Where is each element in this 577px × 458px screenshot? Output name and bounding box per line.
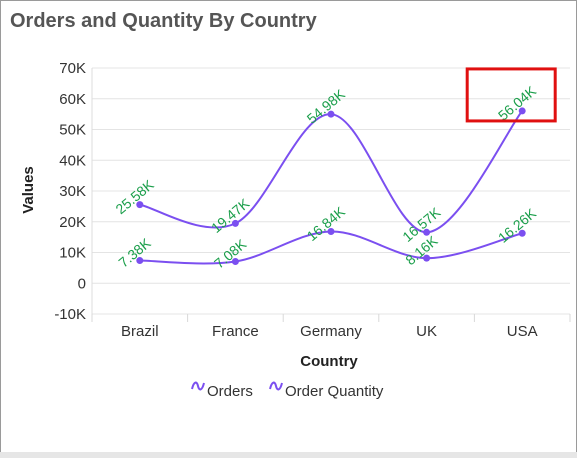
legend-line-icon (191, 381, 205, 391)
y-tick-label: 0 (78, 275, 86, 292)
y-tick-label: 40K (59, 152, 86, 169)
data-label: 16.84K (304, 203, 349, 244)
data-point[interactable] (327, 227, 335, 235)
chart-title: Orders and Quantity By Country (10, 10, 317, 32)
data-point[interactable] (136, 257, 144, 265)
y-tick-label: 50K (59, 122, 86, 139)
data-label: 54.98K (304, 86, 349, 127)
data-point[interactable] (518, 107, 526, 115)
x-axis-title: Country (300, 353, 358, 370)
x-tick-label: USA (507, 323, 538, 340)
legend-item-orders[interactable]: Orders (191, 381, 253, 400)
data-point[interactable] (231, 257, 239, 265)
series-line-orders (139, 110, 523, 234)
y-tick-label: 60K (59, 91, 86, 108)
x-tick-label: UK (416, 323, 437, 340)
highlight-box (465, 67, 557, 123)
legend-label: Order Quantity (285, 383, 384, 400)
y-tick-label: 70K (59, 60, 86, 77)
y-tick-label: -10K (54, 306, 86, 323)
data-point[interactable] (423, 228, 431, 236)
legend-line-icon (269, 381, 283, 391)
y-tick-label: 20K (59, 214, 86, 231)
y-axis-title: Values (20, 166, 37, 214)
x-tick-label: France (212, 323, 259, 340)
legend-item-order-quantity[interactable]: Order Quantity (269, 381, 384, 400)
y-tick-label: 30K (59, 183, 86, 200)
data-label: 16.26K (495, 205, 540, 246)
data-point[interactable] (327, 110, 335, 118)
series-line-order-quantity (139, 230, 523, 265)
x-tick-label: Germany (300, 323, 362, 340)
data-point[interactable] (136, 201, 144, 209)
x-tick-label: Brazil (121, 323, 159, 340)
data-label: 25.58K (112, 176, 157, 217)
data-point[interactable] (231, 219, 239, 227)
bottom-scroll-strip (0, 452, 577, 458)
data-point[interactable] (423, 254, 431, 262)
data-point[interactable] (518, 229, 526, 237)
legend-label: Orders (207, 383, 253, 400)
y-tick-label: 10K (59, 245, 86, 262)
data-label: 7.08K (211, 235, 250, 271)
